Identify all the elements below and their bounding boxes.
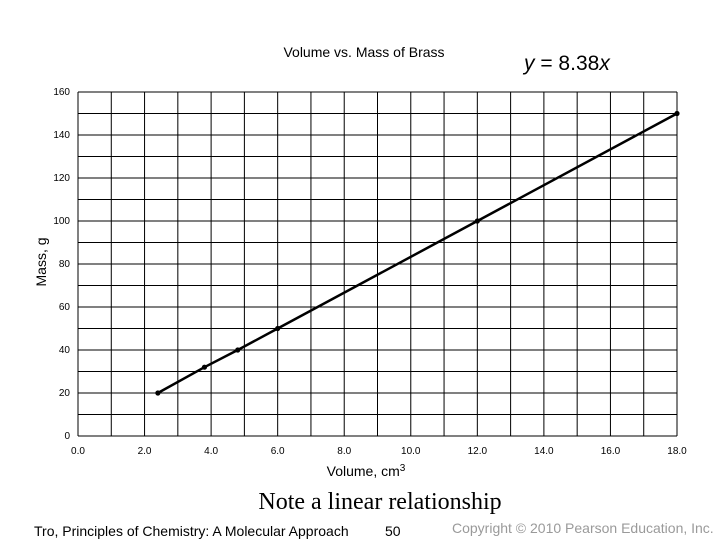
data-point	[275, 325, 281, 332]
x-tick-label: 10.0	[401, 446, 421, 457]
footer-book-title: Tro, Principles of Chemistry: A Molecula…	[34, 523, 349, 539]
x-tick-label: 6.0	[271, 446, 285, 457]
y-tick-label: 100	[53, 216, 70, 227]
x-tick-label: 14.0	[534, 446, 554, 457]
slide-caption: Note a linear relationship	[258, 489, 502, 515]
copyright-notice: Copyright © 2010 Pearson Education, Inc.	[452, 520, 714, 536]
x-tick-label: 18.0	[667, 446, 687, 457]
x-tick-label: 2.0	[138, 446, 152, 457]
data-point	[674, 110, 680, 117]
x-tick-label: 12.0	[468, 446, 488, 457]
y-tick-label: 40	[59, 345, 71, 356]
y-tick-label: 80	[59, 259, 71, 270]
y-tick-label: 140	[53, 130, 70, 141]
x-tick-label: 16.0	[601, 446, 621, 457]
y-tick-label: 0	[64, 431, 70, 442]
x-tick-label: 4.0	[204, 446, 218, 457]
grid	[77, 91, 678, 437]
x-axis-label: Volume, cm3	[327, 463, 406, 479]
x-tick-label: 0.0	[71, 446, 85, 457]
data-point	[155, 390, 161, 396]
y-tick-label: 20	[59, 388, 71, 399]
y-tick-label: 60	[59, 302, 71, 313]
x-tick-label: 8.0	[337, 446, 351, 457]
chart-title: Volume vs. Mass of Brass	[283, 44, 444, 60]
data-point	[201, 364, 208, 370]
data-point	[235, 347, 241, 353]
page-number: 50	[385, 523, 401, 539]
y-tick-label: 120	[53, 173, 70, 184]
data-point	[474, 218, 480, 224]
series	[155, 110, 680, 396]
series-line	[157, 112, 678, 395]
y-tick-label: 160	[53, 87, 70, 98]
regression-equation: y = 8.38x	[524, 52, 610, 75]
tick-labels: 0.0 2.0 4.0 6.0 8.0 10.0 12.0 14.0 16.0 18.0 0 20 40…	[53, 87, 687, 457]
y-axis-label: Mass, g	[33, 237, 49, 286]
